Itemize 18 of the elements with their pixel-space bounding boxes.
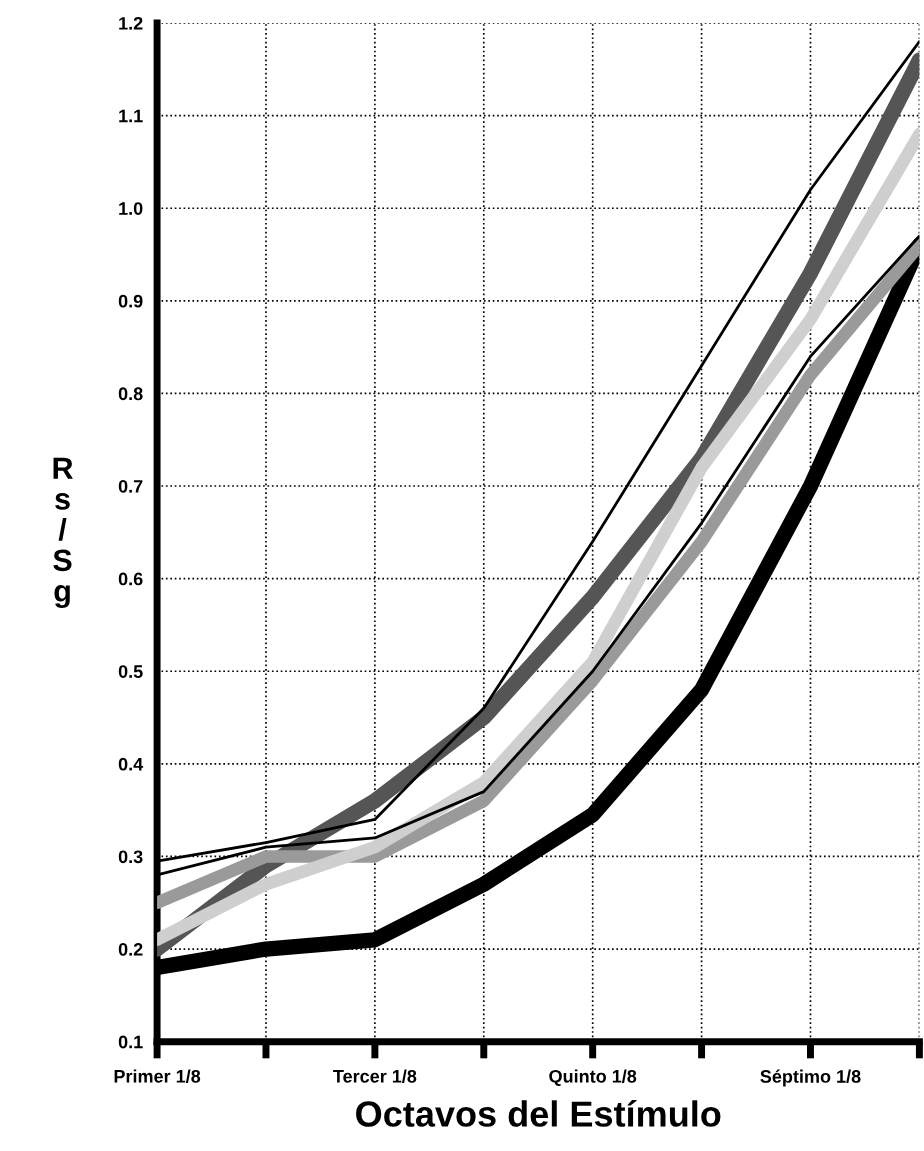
x-tick-label: Primer 1/8 [114, 1069, 201, 1083]
x-tick-label: Tercer 1/8 [333, 1069, 417, 1083]
y-tick-label: 0.8 [118, 387, 143, 401]
x-axis-title: Octavos del Estímulo [356, 1099, 721, 1127]
x-tick-label: Séptimo 1/8 [760, 1069, 861, 1087]
y-tick-label: 1.2 [119, 16, 143, 30]
y-tick-label: 0.2 [118, 942, 143, 956]
y-tick-label: 0.1 [118, 1035, 143, 1049]
y-tick-label: 0.9 [118, 294, 143, 308]
x-tick-label: Quinto 1/8 [549, 1069, 637, 1087]
y-tick-label: 0.4 [118, 757, 144, 771]
y-axis-title: Rs/Sg [53, 457, 73, 609]
y-tick-label: 0.3 [118, 850, 143, 864]
y-tick-label: 0.6 [118, 572, 143, 586]
y-tick-label: 1.1 [119, 109, 143, 123]
y-tick-label: 0.7 [118, 479, 143, 493]
y-tick-label: 0.5 [118, 665, 143, 678]
y-tick-label: 1.0 [119, 202, 143, 215]
